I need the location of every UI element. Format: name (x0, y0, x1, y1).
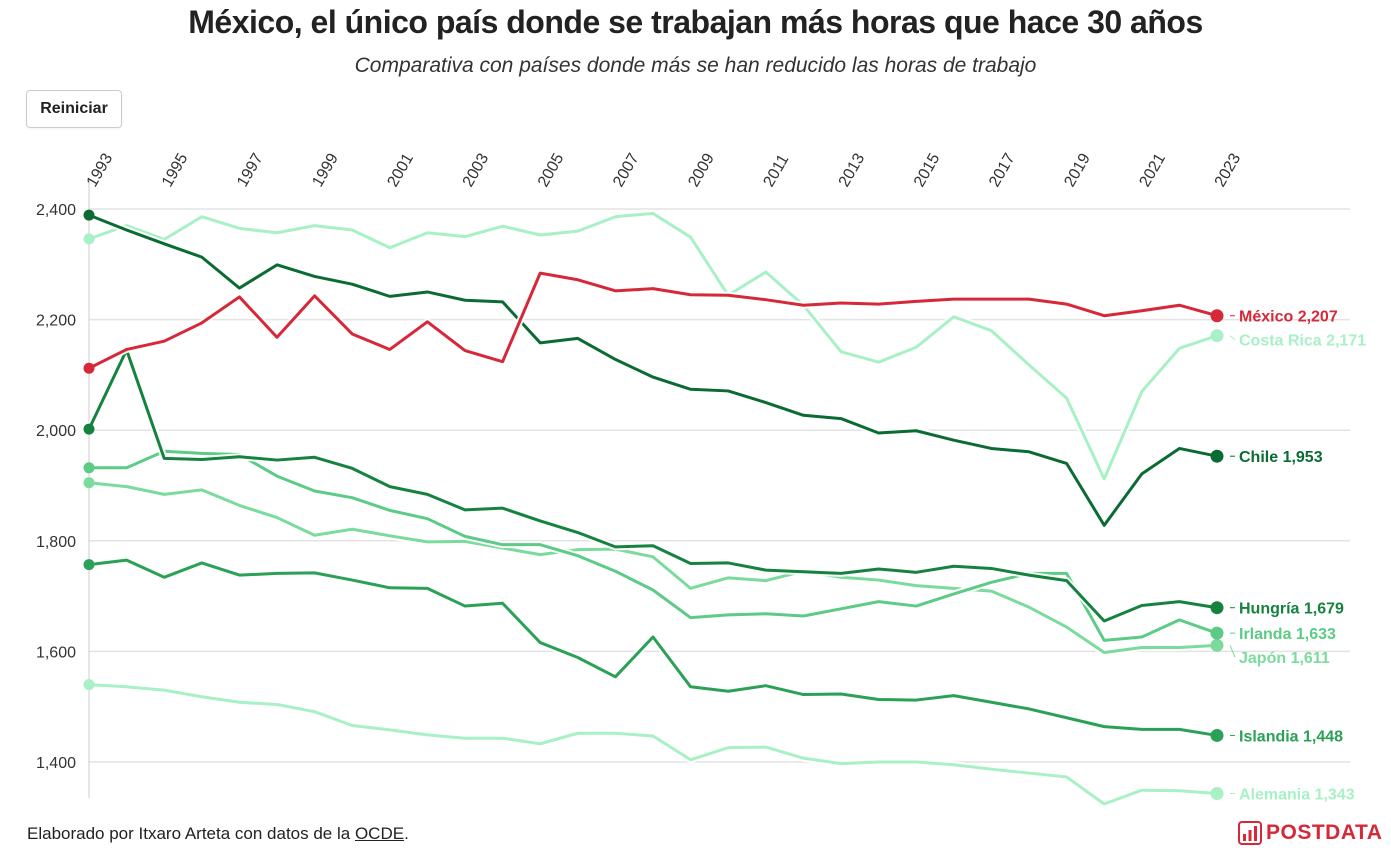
series-end-label: Islandia 1,448 (1239, 728, 1343, 745)
series-line[interactable] (87, 481, 1219, 655)
chart-logo-icon (1238, 821, 1262, 845)
logo-text: POSTDATA (1266, 821, 1383, 844)
series-end-label: Alemania 1,343 (1239, 787, 1355, 804)
y-tick-label: 2,400 (36, 202, 76, 219)
label-connector (1229, 645, 1236, 658)
credit-text: Elaborado por Itxaro Arteta con datos de… (27, 824, 355, 843)
series-line[interactable] (87, 348, 1219, 623)
x-tick-label: 2015 (911, 151, 944, 190)
x-tick-label: 2021 (1137, 151, 1170, 190)
y-tick-label: 1,600 (36, 644, 76, 661)
series-end-point[interactable] (1210, 329, 1224, 343)
y-tick-label: 1,400 (36, 755, 76, 772)
credit-suffix: . (404, 824, 409, 843)
x-tick-label: 2007 (610, 151, 643, 190)
x-tick-label: 2013 (836, 151, 869, 190)
series-end-label: Japón 1,611 (1239, 650, 1330, 667)
series-halo (87, 209, 1219, 483)
x-tick-label: 2001 (385, 151, 418, 190)
x-tick-label: 1999 (309, 151, 342, 190)
series-end-labels: México 2,207 Costa Rica 2,171 Chile 1,953 H… (1229, 309, 1366, 804)
series-end-label: Chile 1,953 (1239, 449, 1323, 466)
series-start-point[interactable] (83, 209, 95, 221)
series-lines (83, 209, 1224, 808)
series-end-point[interactable] (1210, 601, 1224, 615)
series-halo (87, 211, 1218, 529)
series-start-point[interactable] (83, 362, 95, 374)
chart-subtitle: Comparativa con países donde más se han … (354, 54, 1037, 77)
x-tick-label: 2019 (1061, 151, 1094, 190)
reset-button[interactable]: Reiniciar (26, 90, 122, 128)
series-end-point[interactable] (1210, 638, 1224, 652)
source-link[interactable]: OCDE (354, 824, 405, 843)
x-tick-label: 2009 (685, 151, 718, 190)
label-connector (1229, 335, 1236, 341)
series-line[interactable] (87, 558, 1219, 737)
series-line[interactable] (87, 211, 1219, 481)
series-start-point[interactable] (83, 559, 95, 571)
y-tick-label: 1,800 (36, 534, 76, 551)
series-end-label: Hungría 1,679 (1239, 601, 1344, 618)
chart-title: México, el único país donde se trabajan … (188, 4, 1203, 40)
x-tick-label: 1993 (84, 151, 117, 190)
series-halo (85, 346, 1218, 625)
series-halo (88, 479, 1218, 657)
series-start-point[interactable] (83, 462, 95, 474)
x-tick-label: 2023 (1212, 151, 1245, 190)
series-end-point[interactable] (1210, 449, 1224, 463)
grid-lines (89, 208, 1350, 763)
series-end-point[interactable] (1210, 626, 1224, 640)
series-line[interactable] (87, 213, 1219, 527)
x-tick-label: 1997 (234, 151, 267, 190)
y-tick-label: 2,200 (36, 313, 76, 330)
series-line[interactable] (87, 271, 1219, 370)
series-start-point[interactable] (83, 233, 95, 245)
x-tick-label: 2005 (535, 151, 568, 190)
y-tick-label: 2,000 (36, 423, 76, 440)
postdata-logo: POSTDATA (1238, 820, 1382, 846)
series-end-point[interactable] (1210, 309, 1224, 323)
series-line[interactable] (87, 683, 1219, 806)
series-end-point[interactable] (1210, 787, 1224, 801)
series-end-label: Irlanda 1,633 (1239, 626, 1336, 643)
footer-credit: Elaborado por Itxaro Arteta con datos de… (27, 824, 409, 844)
series-start-point[interactable] (83, 477, 95, 489)
x-tick-label: 2011 (761, 152, 793, 190)
series-start-point[interactable] (83, 423, 95, 435)
x-tick-label: 1995 (159, 151, 192, 190)
x-tick-label: 2017 (986, 151, 1019, 190)
series-end-point[interactable] (1210, 728, 1224, 742)
series-end-label: México 2,207 (1239, 309, 1338, 326)
x-tick-label: 2003 (460, 151, 493, 190)
series-start-point[interactable] (83, 679, 95, 691)
series-end-label: Costa Rica 2,171 (1239, 333, 1366, 350)
